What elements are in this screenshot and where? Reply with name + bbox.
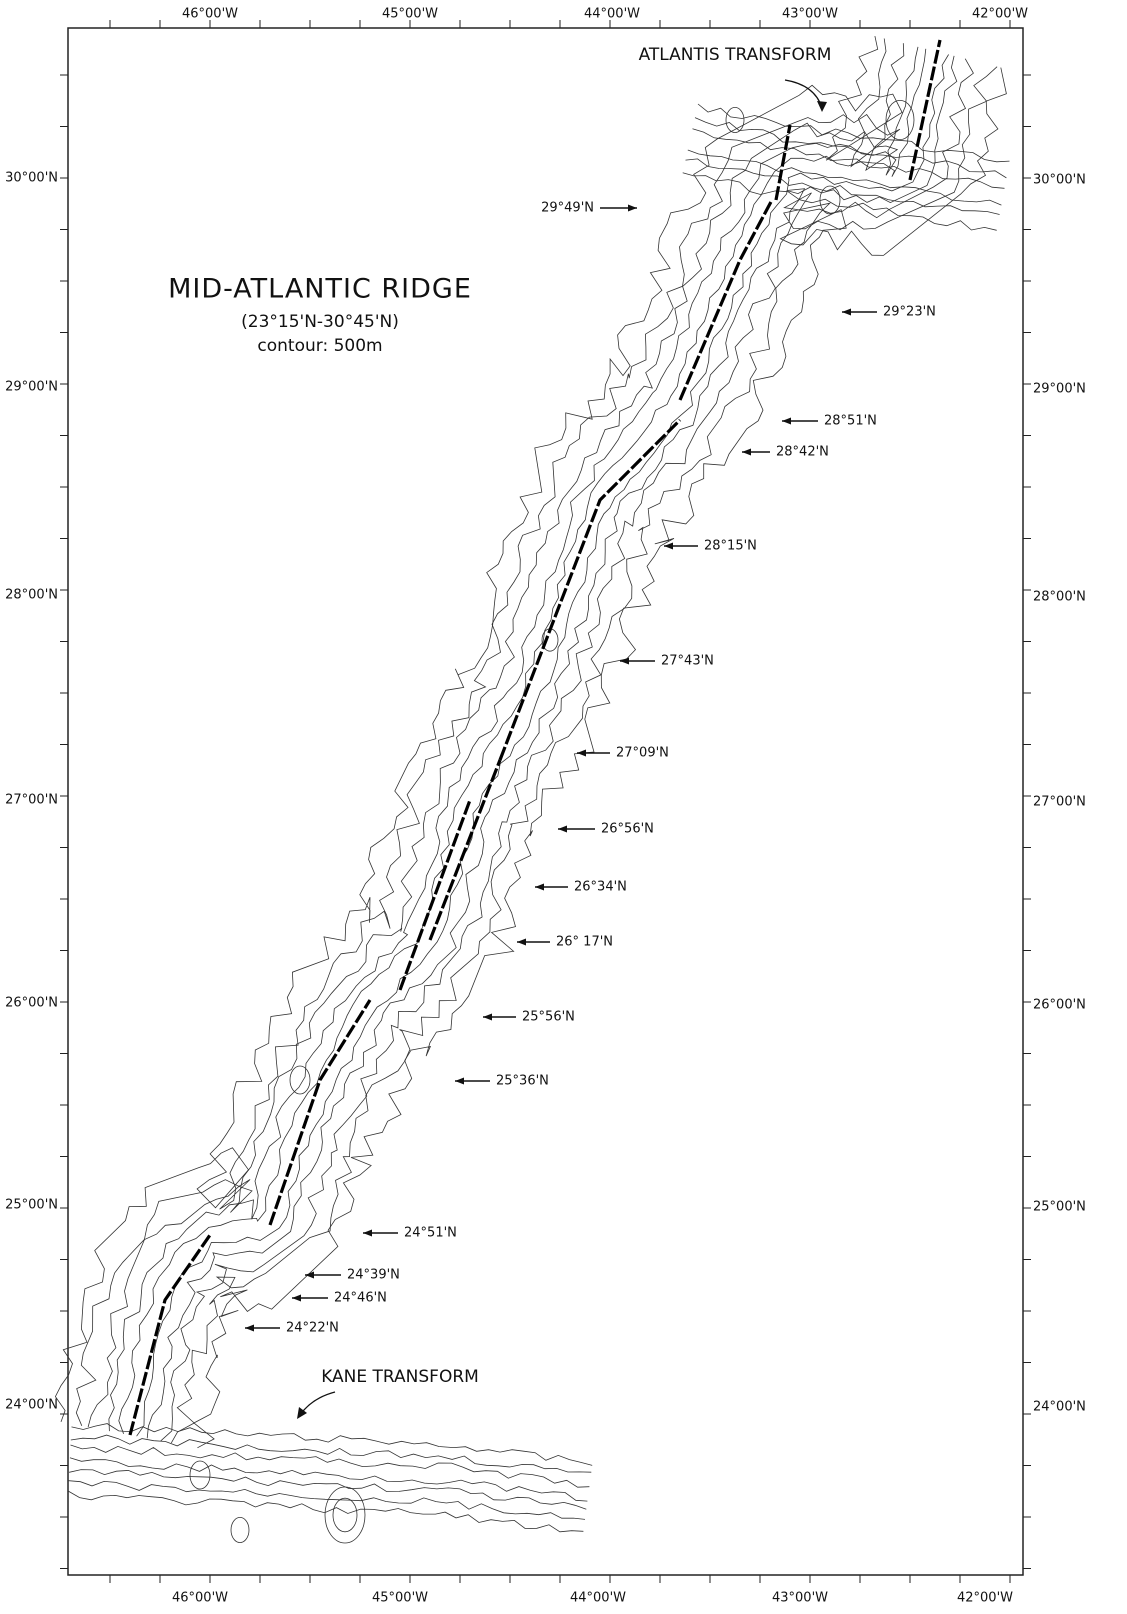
segment-label: 26°56'N	[601, 822, 654, 837]
latitude-label: 28°00'N	[5, 588, 58, 603]
contour-line	[688, 150, 1002, 205]
contour-note: contour: 500m	[257, 336, 382, 356]
longitude-label: 45°00'W	[372, 1591, 428, 1606]
longitude-label: 44°00'W	[584, 7, 640, 22]
latitude-label: 30°00'N	[5, 171, 58, 186]
annotation-arrowhead	[817, 101, 827, 112]
segment-label: 25°36'N	[496, 1074, 549, 1089]
map-frame	[68, 28, 1023, 1575]
segment-arrowhead	[577, 750, 586, 757]
map: MID-ATLANTIC RIDGE (23°15'N-30°45'N) con…	[0, 0, 1127, 1614]
segment-label: 28°15'N	[704, 539, 757, 554]
segment-label: 24°51'N	[404, 1226, 457, 1241]
segment-label: 28°42'N	[776, 445, 829, 460]
latitude-label: 29°00'N	[1033, 382, 1086, 397]
annotation: ATLANTIS TRANSFORM	[639, 45, 832, 65]
latitude-label: 29°00'N	[5, 380, 58, 395]
annotation-arrow	[300, 1392, 335, 1415]
longitude-label: 43°00'W	[772, 1591, 828, 1606]
segment-label: 26° 17'N	[556, 935, 613, 950]
segment-arrowhead	[305, 1272, 314, 1279]
annotation: KANE TRANSFORM	[321, 1367, 479, 1387]
contour-line	[71, 1445, 590, 1487]
segment-label: 29°49'N	[541, 201, 594, 216]
latitude-label: 27°00'N	[5, 793, 58, 808]
latitude-label: 27°00'N	[1033, 795, 1086, 810]
contour-line	[119, 49, 926, 1434]
map-title: MID-ATLANTIC RIDGE	[168, 274, 472, 305]
segment-arrowhead	[535, 884, 544, 891]
latitude-label: 30°00'N	[1033, 173, 1086, 188]
contour-closed	[333, 1498, 357, 1532]
latitude-label: 25°00'N	[5, 1198, 58, 1213]
contour-line	[68, 1491, 583, 1532]
segment-label: 27°09'N	[616, 746, 669, 761]
contour-closed	[190, 1461, 210, 1489]
contour-line	[69, 1481, 585, 1520]
segment-arrowhead	[620, 658, 629, 665]
longitude-label: 42°00'W	[972, 7, 1028, 22]
contour-closed	[325, 1487, 365, 1543]
latitude-label: 26°00'N	[5, 996, 58, 1011]
segment-arrowhead	[842, 309, 851, 316]
contour-line	[686, 159, 1000, 215]
longitude-label: 42°00'W	[957, 1591, 1013, 1606]
longitude-label: 46°00'W	[172, 1591, 228, 1606]
longitude-label: 44°00'W	[570, 1591, 626, 1606]
latitude-label: 25°00'N	[1033, 1200, 1086, 1215]
contour-line	[72, 1424, 593, 1466]
segment-label: 26°34'N	[574, 880, 627, 895]
annotation-arrow	[785, 80, 822, 108]
segment-arrowhead	[455, 1078, 464, 1085]
contour-closed	[231, 1517, 249, 1542]
contour-line	[137, 55, 949, 1437]
contour-line	[109, 47, 918, 1431]
contour-line	[161, 59, 974, 1441]
segment-arrowhead	[245, 1325, 254, 1332]
contour-line	[69, 1470, 586, 1510]
longitude-label: 46°00'W	[182, 7, 238, 22]
segment-label: 25°56'N	[522, 1010, 575, 1025]
bathymetry	[55, 36, 1009, 1543]
latitude-label: 24°00'N	[1033, 1400, 1086, 1415]
segment-label: 27°43'N	[661, 654, 714, 669]
segment-arrowhead	[742, 449, 751, 456]
map-subtitle: (23°15'N-30°45'N)	[241, 312, 399, 332]
contour-line	[698, 104, 1010, 162]
contour-closed	[290, 1066, 310, 1094]
contour-line	[147, 56, 957, 1438]
contour-line	[88, 43, 904, 1427]
segment-label: 24°46'N	[334, 1291, 387, 1306]
contour-line	[55, 36, 902, 1422]
segment-arrowhead	[363, 1230, 372, 1237]
segment-label: 24°39'N	[347, 1268, 400, 1283]
segment-label: 28°51'N	[824, 414, 877, 429]
segment-arrowhead	[292, 1295, 301, 1302]
segment-arrowhead	[782, 418, 791, 425]
segment-label: 29°23'N	[883, 305, 936, 320]
latitude-label: 28°00'N	[1033, 590, 1086, 605]
contour-line	[70, 1458, 588, 1501]
spreading-axis	[776, 125, 790, 200]
segment-arrowhead	[558, 826, 567, 833]
longitude-label: 45°00'W	[382, 7, 438, 22]
segment-arrowhead	[517, 939, 526, 946]
segment-arrowhead	[483, 1014, 492, 1021]
latitude-label: 24°00'N	[5, 1398, 58, 1413]
latitude-label: 26°00'N	[1033, 998, 1086, 1013]
contour-closed	[726, 107, 744, 132]
segment-label: 24°22'N	[286, 1321, 339, 1336]
longitude-label: 43°00'W	[782, 7, 838, 22]
segment-arrowhead	[628, 205, 637, 212]
